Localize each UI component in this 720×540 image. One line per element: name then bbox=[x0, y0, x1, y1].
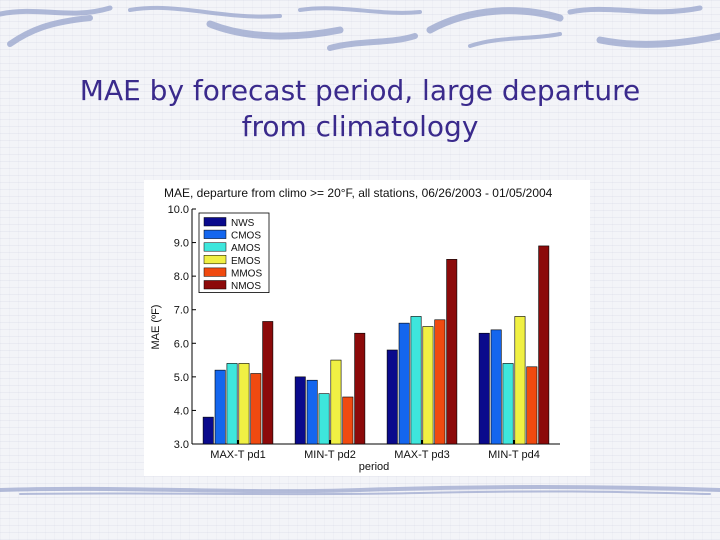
legend-swatch-nws bbox=[203, 217, 227, 227]
legend-swatch-mmos bbox=[203, 267, 227, 277]
top-decorative-swoosh-band bbox=[0, 5, 720, 51]
x-tick-label: MAX-T pd1 bbox=[210, 449, 265, 461]
chart-bars bbox=[202, 245, 550, 445]
y-tick-label: 6.0 bbox=[174, 338, 189, 350]
x-tick-label: MAX-T pd3 bbox=[394, 449, 449, 461]
legend-label-nws: NWS bbox=[231, 218, 255, 229]
bar-mmos-1 bbox=[250, 373, 262, 445]
bar-nws-1 bbox=[202, 416, 214, 445]
legend-label-mmos: MMOS bbox=[231, 268, 262, 279]
chart-title: MAE, departure from climo >= 20°F, all s… bbox=[164, 186, 553, 200]
bar-amos-4 bbox=[502, 363, 514, 445]
bar-nws-2 bbox=[294, 376, 306, 445]
legend-label-nmos: NMOS bbox=[231, 281, 261, 292]
bar-nmos-4 bbox=[538, 245, 550, 445]
bar-amos-1 bbox=[226, 363, 238, 445]
y-tick-label: 7.0 bbox=[174, 305, 189, 317]
y-tick-label: 9.0 bbox=[174, 238, 189, 250]
legend-swatch-nmos bbox=[203, 280, 227, 290]
y-tick-label: 3.0 bbox=[174, 439, 189, 451]
bar-cmos-2 bbox=[306, 379, 318, 445]
bar-emos-4 bbox=[514, 316, 526, 445]
bar-emos-1 bbox=[238, 363, 250, 445]
y-tick-label: 10.0 bbox=[168, 204, 189, 216]
legend-swatch-cmos bbox=[203, 229, 227, 239]
bar-nws-4 bbox=[478, 332, 490, 445]
chart-axes: 3.0 4.0 5.0 6.0 7.0 8.0 9.0 10.0 MAX-T pd1 MIN-T … bbox=[168, 204, 560, 461]
slide-title-line-1: MAE by forecast period, large departure bbox=[79, 74, 641, 107]
bar-amos-2 bbox=[318, 393, 330, 445]
slide-title: MAE by forecast period, large departure … bbox=[40, 73, 680, 145]
y-axis-label: MAE (ºF) bbox=[150, 305, 162, 350]
chart-panel: MAE, departure from climo >= 20°F, all s… bbox=[144, 180, 590, 476]
y-tick-label: 4.0 bbox=[174, 405, 189, 417]
bar-emos-2 bbox=[330, 359, 342, 445]
bar-cmos-4 bbox=[490, 329, 502, 445]
bar-mmos-4 bbox=[526, 366, 538, 445]
bar-emos-3 bbox=[422, 326, 434, 445]
bar-nmos-1 bbox=[262, 321, 274, 445]
y-tick-label: 5.0 bbox=[174, 372, 189, 384]
x-tick-label: MIN-T pd2 bbox=[304, 449, 356, 461]
slide-title-line-2: from climatology bbox=[241, 110, 479, 143]
bar-nws-3 bbox=[386, 349, 398, 445]
legend-swatch-emos bbox=[203, 255, 227, 265]
legend-swatch-amos bbox=[203, 242, 227, 252]
legend-box bbox=[198, 212, 270, 293]
bar-cmos-3 bbox=[398, 322, 410, 445]
legend-label-emos: EMOS bbox=[231, 256, 261, 267]
bottom-decorative-band bbox=[0, 485, 720, 496]
bar-amos-3 bbox=[410, 316, 422, 445]
x-tick-label: MIN-T pd4 bbox=[488, 449, 540, 461]
bar-nmos-3 bbox=[446, 259, 458, 445]
legend-label-amos: AMOS bbox=[231, 243, 261, 254]
bar-nmos-2 bbox=[354, 332, 366, 445]
bar-cmos-1 bbox=[214, 369, 226, 445]
legend-label-cmos: CMOS bbox=[231, 231, 261, 242]
bar-mmos-2 bbox=[342, 396, 354, 445]
y-tick-label: 8.0 bbox=[174, 271, 189, 283]
x-axis-label: period bbox=[359, 461, 390, 473]
bar-mmos-3 bbox=[434, 319, 446, 445]
bar-chart: MAE, departure from climo >= 20°F, all s… bbox=[150, 186, 560, 473]
